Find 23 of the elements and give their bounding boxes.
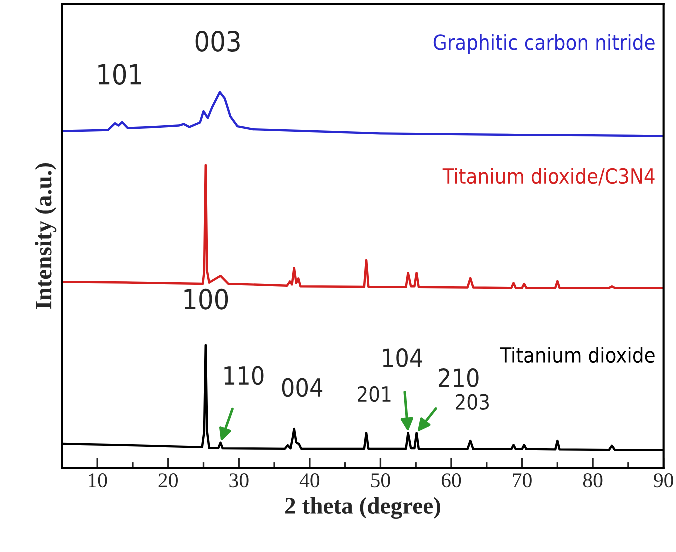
x-tick-label: 90	[654, 474, 674, 488]
annotation: 100	[184, 288, 228, 310]
x-tick-label: 30	[230, 474, 249, 488]
annotation: 110	[224, 366, 264, 386]
annotation: 101	[98, 64, 142, 86]
annotation: 104	[383, 348, 423, 368]
x-tick-label: 60	[442, 474, 462, 488]
annotation: 003	[196, 30, 240, 52]
text: Graphitic carbon nitride	[434, 34, 655, 54]
text: Titanium dioxide/C3N4	[442, 168, 655, 186]
x-axis-title: 2 theta (degree)	[286, 497, 440, 520]
text: Titanium dioxide	[500, 346, 655, 364]
x-tick-label: 20	[158, 474, 178, 488]
y-axis-title: Intensity (a.u.)	[35, 164, 57, 310]
annotation: 210	[438, 368, 479, 388]
x-tick-label: 50	[372, 474, 390, 488]
annotation: 004	[282, 378, 323, 398]
annotation: 201	[358, 386, 391, 402]
annotation: 203	[456, 394, 489, 410]
x-tick-label: 70	[513, 474, 532, 488]
x-tick-label: 10	[89, 474, 108, 488]
x-tick-label: 80	[583, 474, 603, 488]
x-tick-label: 40	[300, 474, 320, 488]
